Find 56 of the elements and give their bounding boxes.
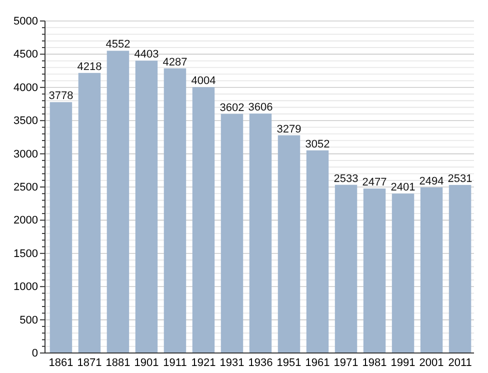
data-label: 4218 [77,60,102,73]
x-tick-label: 1901 [134,356,159,369]
bar [249,114,272,353]
x-tick-label: 1981 [362,356,387,369]
x-tick-label: 1871 [77,356,102,369]
bar [363,188,386,353]
x-tick-label: 2011 [448,356,472,369]
bar [78,72,101,353]
y-tick-label: 2000 [14,214,38,227]
data-label: 2494 [419,175,444,188]
x-tick-label: 1881 [106,356,130,369]
x-tick-label: 1961 [305,356,330,369]
bar [306,150,329,353]
bar [192,87,215,353]
data-label: 4552 [106,38,130,51]
y-tick-label: 4500 [14,48,38,61]
x-tick-label: 1861 [48,356,74,369]
bar [50,102,72,353]
x-tick-label: 1911 [163,356,187,369]
y-tick-label: 4000 [14,82,38,94]
bar [164,68,186,353]
bar [106,50,130,353]
y-tick-label: 1500 [14,248,38,260]
x-tick-label: 1921 [191,356,216,369]
y-tick-label: 0 [32,348,38,360]
data-label: 3052 [305,138,330,150]
data-label: 2531 [448,172,472,185]
bar [392,194,414,353]
y-tick-label: 3500 [14,115,38,128]
data-label: 3602 [220,102,244,114]
bar [420,187,443,353]
bar [448,184,472,353]
y-tick-label: 500 [20,314,38,326]
x-tick-label: 1991 [390,356,416,369]
x-tick-label: 1931 [220,356,244,369]
data-label: 3778 [48,90,74,102]
data-label: 2477 [362,176,387,189]
data-label: 4004 [191,75,216,88]
x-tick-label: 1936 [248,356,273,369]
y-tick-label: 2500 [14,182,38,194]
data-label: 3606 [248,102,273,114]
bar [334,184,358,353]
y-tick-label: 3000 [14,148,38,160]
y-tick-label: 1000 [14,281,38,294]
data-label: 3279 [276,123,302,136]
data-label: 2533 [334,172,358,185]
bar [220,114,244,353]
data-label: 4287 [162,56,188,68]
x-tick-label: 1951 [276,356,302,369]
y-tick-label: 5000 [14,16,38,28]
bar [135,60,158,353]
x-tick-label: 1971 [334,356,358,369]
data-label: 2401 [390,182,416,194]
x-tick-label: 2001 [419,356,444,369]
data-label: 4403 [134,48,159,61]
bar [278,135,300,353]
